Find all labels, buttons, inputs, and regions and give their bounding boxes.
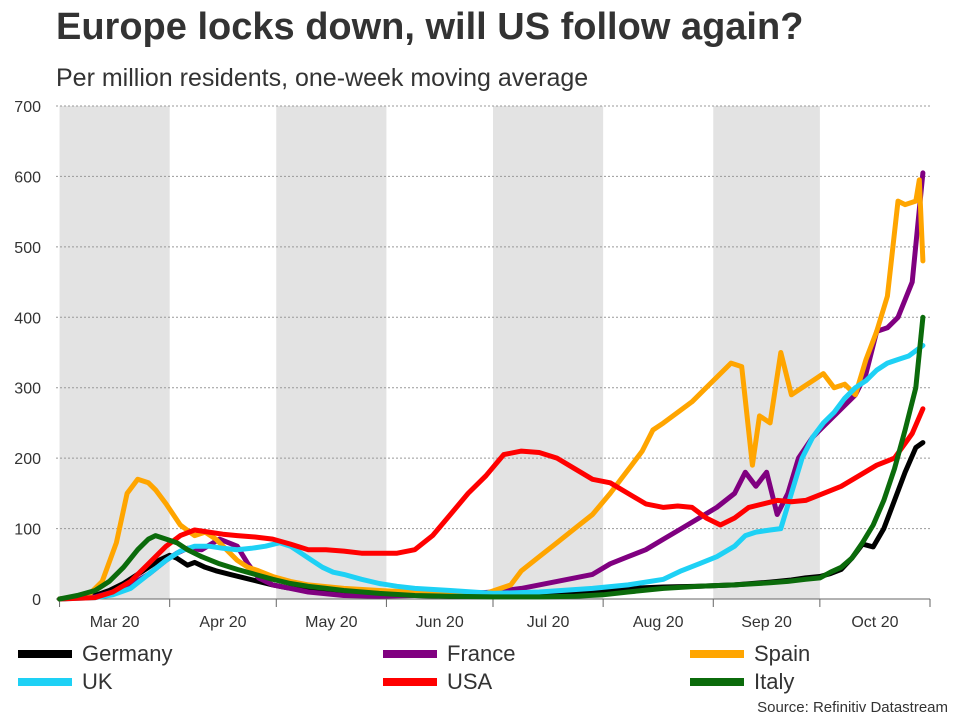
x-tick-label-mar-20: Mar 20 [90, 614, 140, 631]
x-tick-label-jun-20: Jun 20 [416, 614, 464, 631]
x-tick-label-jul-20: Jul 20 [527, 614, 570, 631]
y-tick-label-200: 200 [14, 451, 41, 468]
month-band-mar-20 [59, 106, 170, 599]
month-band-jul-20 [493, 106, 604, 599]
legend-label-italy: Italy [754, 669, 795, 694]
legend-item-france: France [383, 640, 515, 668]
month-band-may-20 [276, 106, 387, 599]
legend-item-spain: Spain [690, 640, 810, 668]
legend-swatch-uk [18, 678, 72, 686]
series-line-uk [57, 343, 926, 602]
legend-swatch-germany [18, 650, 72, 658]
legend-swatch-france [383, 650, 437, 658]
chart-legend: Germany France Spain UK USA Italy [18, 640, 948, 696]
y-tick-label-600: 600 [14, 169, 41, 186]
legend-label-france: France [447, 641, 516, 666]
line-chart: 0 100 200 300 400 500 600 700 Mar 20 Apr 20 May 20… [14, 99, 931, 631]
legend-swatch-usa [383, 678, 437, 686]
y-tick-label-400: 400 [14, 310, 41, 327]
legend-label-usa: USA [447, 669, 493, 694]
x-tick-label-oct-20: Oct 20 [851, 614, 898, 631]
legend-label-spain: Spain [754, 641, 811, 666]
chart-subtitle: Per million residents, one-week moving a… [56, 64, 589, 92]
series-line-italy [57, 314, 926, 602]
x-tick-label-apr-20: Apr 20 [199, 614, 246, 631]
x-tick-label-may-20: May 20 [305, 614, 358, 631]
chart-title: Europe locks down, will US follow again? [56, 6, 804, 48]
source-note: Source: Refinitiv Datastream [757, 699, 948, 716]
y-tick-label-500: 500 [14, 240, 41, 257]
x-tick-label-sep-20: Sep 20 [741, 614, 792, 631]
month-band-sep-20 [713, 106, 820, 599]
legend-item-uk: UK [18, 668, 113, 696]
y-tick-label-0: 0 [32, 592, 41, 609]
y-tick-label-300: 300 [14, 381, 41, 398]
legend-item-usa: USA [383, 668, 492, 696]
legend-item-italy: Italy [690, 668, 794, 696]
x-tick-label-aug-20: Aug 20 [633, 614, 684, 631]
y-tick-label-100: 100 [14, 522, 41, 539]
legend-swatch-spain [690, 650, 744, 658]
legend-swatch-italy [690, 678, 744, 686]
series-line-usa [57, 406, 926, 602]
legend-label-germany: Germany [82, 641, 173, 666]
y-tick-label-700: 700 [14, 99, 41, 116]
legend-label-uk: UK [82, 669, 113, 694]
series-line-spain [57, 177, 926, 602]
series-line-france [57, 170, 926, 602]
legend-item-germany: Germany [18, 640, 172, 668]
